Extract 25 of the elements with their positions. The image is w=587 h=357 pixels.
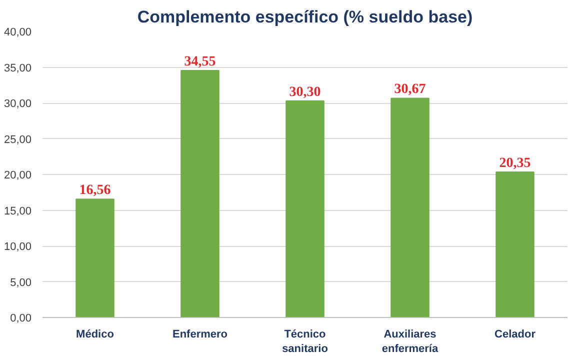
data-label: 16,56 <box>79 183 111 198</box>
x-tick-label: Celador <box>494 328 536 340</box>
y-tick-label: 5,00 <box>10 276 32 289</box>
bar <box>286 100 324 318</box>
x-tick-label: Auxiliares enfermería <box>382 328 440 355</box>
y-tick-label: 30,00 <box>4 98 32 110</box>
data-label: 30,67 <box>394 82 426 98</box>
bar <box>180 70 220 318</box>
bar <box>76 198 114 318</box>
data-label: 20,35 <box>499 156 531 171</box>
x-tick-label: Enfermero <box>172 328 228 340</box>
bar <box>496 171 534 318</box>
y-tick-label: 40,00 <box>4 26 32 38</box>
data-label: 34,55 <box>184 54 216 70</box>
x-tick-label: Técnico sanitario <box>282 328 328 355</box>
y-tick-label: 35,00 <box>4 62 32 74</box>
chart-title: Complemento específico (% sueldo base) <box>137 8 473 26</box>
y-tick-label: 15,00 <box>4 205 32 218</box>
data-label: 30,30 <box>289 84 321 100</box>
y-tick-label: 0,00 <box>10 312 32 324</box>
y-tick-label: 25,00 <box>4 134 32 146</box>
y-tick-label: 10,00 <box>4 241 32 253</box>
x-tick-label: Médico <box>76 328 114 340</box>
y-tick-label: 20,00 <box>4 170 32 182</box>
bar <box>390 98 430 318</box>
